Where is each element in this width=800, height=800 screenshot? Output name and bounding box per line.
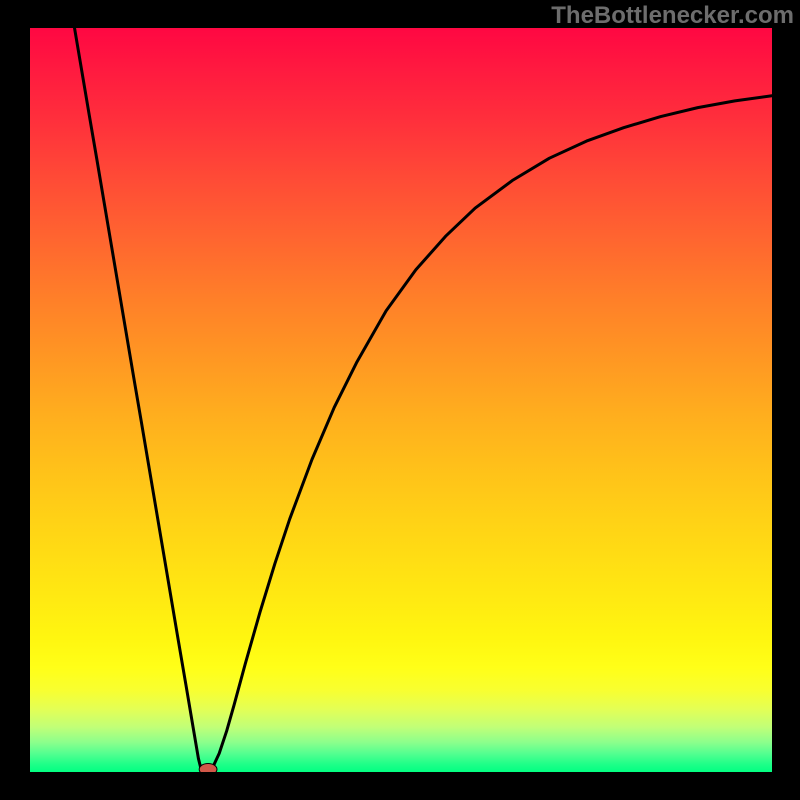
plot-area <box>30 28 772 772</box>
chart-svg <box>30 28 772 772</box>
plot-background <box>30 28 772 772</box>
figure-container: TheBottlenecker.com <box>0 0 800 800</box>
watermark-text: TheBottlenecker.com <box>551 2 794 30</box>
optimum-marker <box>199 763 217 772</box>
